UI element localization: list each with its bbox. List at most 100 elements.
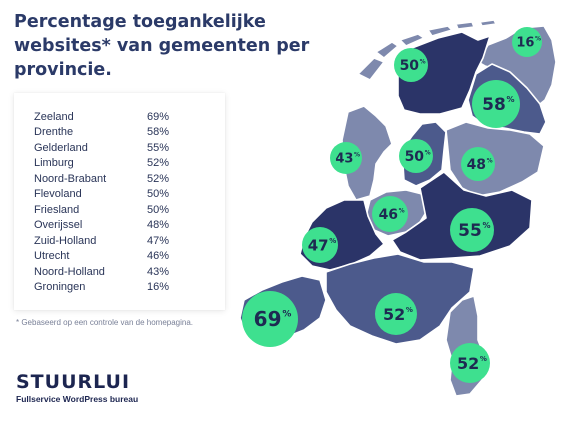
ranking-table-card: Zeeland 69% Drenthe 58% Gelderland 55% Limburg…	[14, 93, 225, 310]
footnote: * Gebaseerd op een controle van de homep…	[16, 318, 194, 327]
province-name: Limburg	[34, 157, 74, 170]
bubble-unit: %	[282, 310, 291, 320]
province-name: Zeeland	[34, 110, 74, 123]
bubble-circle	[330, 142, 362, 174]
wadden-island	[427, 25, 453, 37]
bubble-value: 52	[457, 354, 479, 373]
ranking-table: Zeeland 69% Drenthe 58% Gelderland 55% Limburg…	[34, 109, 204, 295]
bubble-circle	[472, 80, 520, 128]
bubble-value: 50	[400, 58, 420, 74]
title-line: websites* van gemeenten per	[14, 36, 310, 56]
province-name: Groningen	[34, 281, 86, 294]
bubble-flevoland: 50%	[399, 139, 433, 173]
bubble-value: 47	[308, 236, 329, 254]
bubble-circle	[450, 343, 490, 383]
province-name: Drenthe	[34, 126, 74, 139]
bubble-unit: %	[535, 35, 541, 42]
brand-logo: STUURLUI	[16, 371, 131, 393]
table-row: Friesland 50%	[34, 202, 204, 218]
bubble-circle	[242, 291, 298, 347]
province-percentage: 52%	[147, 172, 170, 185]
province-overijssel	[445, 121, 545, 197]
province-percentage: 16%	[147, 281, 170, 294]
province-name: Zuid-Holland	[34, 234, 97, 247]
bubble-drenthe: 58%	[472, 80, 520, 128]
wadden-island	[479, 19, 497, 27]
table-row: Groningen 16%	[34, 280, 204, 296]
bubble-circle	[372, 196, 408, 232]
bubble-value: 50	[405, 149, 425, 165]
bubble-zuid-holland: 47%	[302, 227, 338, 263]
brand-tagline: Fullservice WordPress bureau	[16, 394, 139, 404]
bubble-circle	[450, 208, 494, 252]
wadden-island	[375, 41, 399, 59]
wadden-island	[399, 33, 425, 47]
bubble-limburg: 52%	[450, 343, 490, 383]
province-name: Overijssel	[34, 219, 83, 232]
bubble-gelderland: 55%	[450, 208, 494, 252]
province-percentage: 46%	[147, 250, 170, 263]
bubble-unit: %	[487, 157, 493, 164]
bubble-unit: %	[420, 58, 426, 65]
bubble-unit: %	[480, 355, 487, 363]
province-percentage: 55%	[147, 141, 170, 154]
bubble-unit: %	[329, 237, 336, 245]
table-row: Flevoland 50%	[34, 187, 204, 203]
wadden-island	[455, 21, 475, 30]
bubble-value: 43	[335, 152, 353, 167]
province-name: Utrecht	[34, 250, 70, 263]
bubble-circle	[302, 227, 338, 263]
brand: STUURLUI Fullservice WordPress bureau	[16, 371, 138, 404]
bubble-unit: %	[399, 207, 405, 214]
page-title: Percentage toegankelijke websites* van g…	[14, 10, 314, 82]
bubble-unit: %	[406, 306, 413, 314]
bubble-circle	[375, 293, 417, 335]
bubble-noord-holland: 43%	[330, 142, 362, 174]
province-percentage: 43%	[147, 265, 170, 278]
bubble-value: 46	[379, 207, 398, 223]
bubble-zeeland: 69%	[242, 291, 298, 347]
table-row: Utrecht 46%	[34, 249, 204, 265]
bubble-noord-brabant: 52%	[375, 293, 417, 335]
province-percentage: 50%	[147, 188, 170, 201]
bubble-unit: %	[354, 151, 360, 158]
bubble-circle	[461, 147, 495, 181]
bubble-unit: %	[507, 95, 515, 104]
bubble-value: 48	[467, 157, 486, 173]
table-row: Zeeland 69%	[34, 109, 204, 125]
bubble-value: 55	[458, 221, 482, 241]
wadden-island	[357, 57, 385, 81]
title-line: Percentage toegankelijke	[14, 12, 266, 32]
bubble-value: 58	[482, 95, 506, 115]
bubble-unit: %	[483, 221, 491, 230]
table-row: Gelderland 55%	[34, 140, 204, 156]
bubble-circle	[399, 139, 433, 173]
table-row: Overijssel 48%	[34, 218, 204, 234]
province-name: Friesland	[34, 203, 80, 216]
province-name: Noord-Brabant	[34, 172, 107, 185]
bubble-value: 69	[254, 307, 282, 331]
bubble-overijssel: 48%	[461, 147, 495, 181]
bubble-friesland: 50%	[394, 48, 428, 82]
bubble-groningen: 16%	[512, 27, 542, 57]
province-percentage: 69%	[147, 110, 170, 123]
province-percentage: 52%	[147, 157, 170, 170]
province-percentage: 58%	[147, 126, 170, 139]
province-percentage: 48%	[147, 219, 170, 232]
province-name: Gelderland	[34, 141, 88, 154]
bubble-circle	[512, 27, 542, 57]
province-percentage: 47%	[147, 234, 170, 247]
province-name: Noord-Holland	[34, 265, 105, 278]
province-percentage: 50%	[147, 203, 170, 216]
bubble-value: 52	[383, 305, 405, 324]
title-line: provincie.	[14, 60, 112, 80]
table-row: Zuid-Holland 47%	[34, 233, 204, 249]
table-row: Limburg 52%	[34, 156, 204, 172]
table-row: Noord-Brabant 52%	[34, 171, 204, 187]
bubble-utrecht: 46%	[372, 196, 408, 232]
bubble-circle	[394, 48, 428, 82]
table-row: Drenthe 58%	[34, 125, 204, 141]
province-name: Flevoland	[34, 188, 82, 201]
bubble-unit: %	[425, 149, 431, 156]
